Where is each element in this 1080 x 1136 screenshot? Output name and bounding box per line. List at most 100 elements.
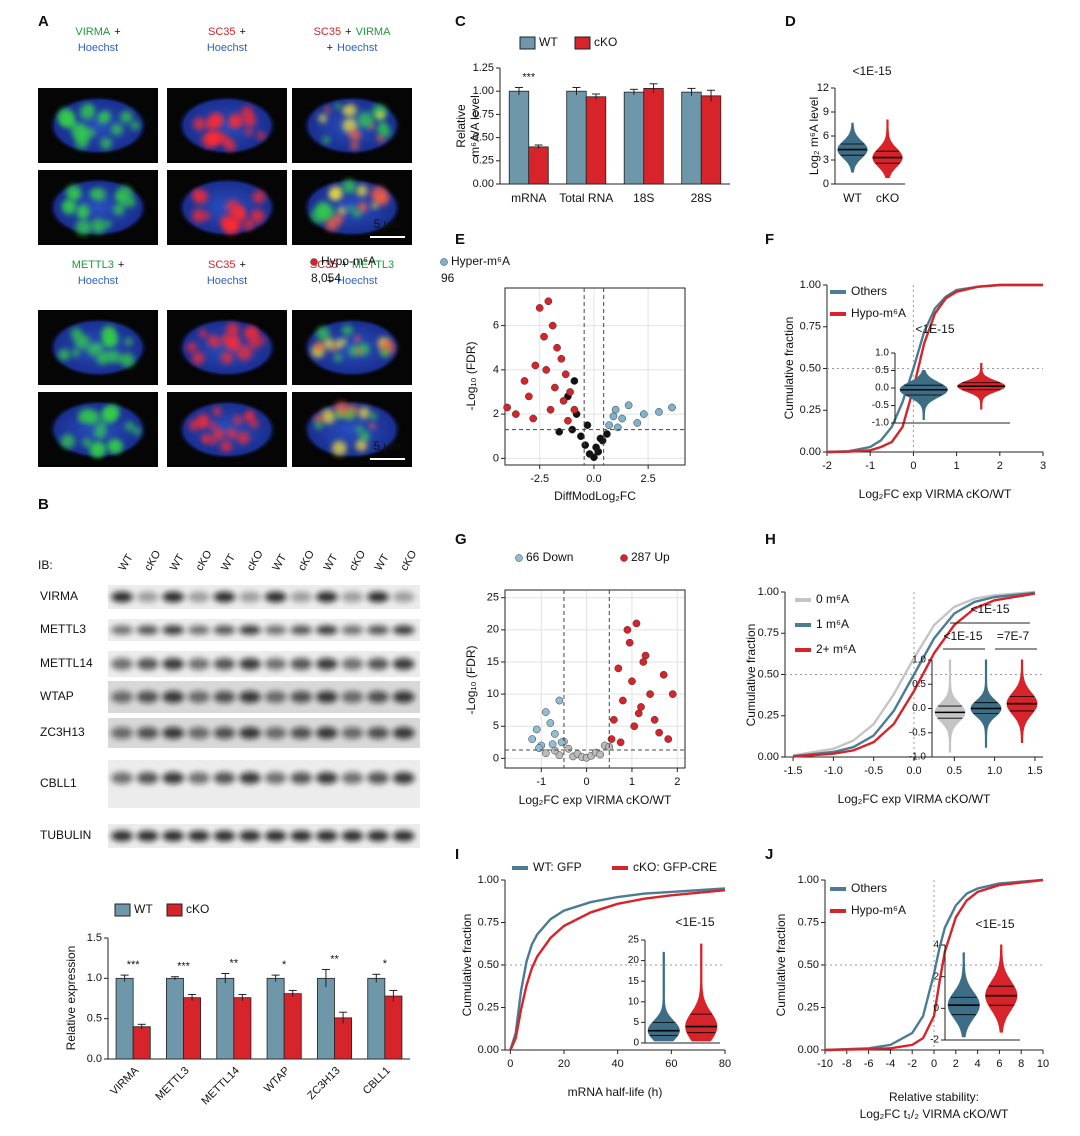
- x-axis-label: Log₂FC exp VIRMA cKO/WT: [838, 792, 991, 806]
- bar: [132, 1026, 151, 1060]
- speckle: [71, 349, 80, 357]
- blot-band: [392, 625, 415, 635]
- bar: [334, 1017, 353, 1060]
- significance: ***: [522, 71, 536, 83]
- cdf-line: [793, 592, 1036, 758]
- speckle: [314, 341, 325, 352]
- protein-label: METTL3: [40, 622, 86, 636]
- point: [641, 651, 650, 660]
- panel-label: G: [455, 531, 467, 548]
- annotation: =7E-7: [997, 629, 1030, 643]
- speckle: [349, 129, 361, 142]
- legend-label: cKO: [594, 35, 617, 49]
- bar: [367, 977, 386, 1060]
- cdf-line: [792, 590, 1035, 757]
- y-axis-label: m⁶A/A level: [468, 95, 482, 157]
- y-axis-label: Cumulative fraction: [744, 624, 758, 727]
- x-tick-label: 4: [975, 1058, 981, 1070]
- image-header: + Hoechst: [327, 42, 378, 54]
- image-header: Hoechst: [78, 275, 118, 287]
- image-tile: [292, 392, 412, 467]
- x-tick-label: 18S: [633, 191, 654, 205]
- point: [611, 405, 620, 414]
- speckle: [334, 103, 342, 110]
- point: [609, 412, 618, 421]
- blot-band: [111, 772, 133, 784]
- speckle: [125, 421, 135, 431]
- speckle: [370, 186, 387, 203]
- x-tick-label: METTL14: [199, 1065, 242, 1108]
- panel-label: B: [38, 496, 49, 513]
- y-axis-label: Relative expression: [64, 946, 78, 1051]
- y-axis-label: Cumulative fraction: [782, 317, 796, 420]
- legend-count: 96: [441, 271, 455, 285]
- header-word: Hoechst: [207, 42, 247, 54]
- speckle: [193, 190, 202, 199]
- y-tick-label: 2: [493, 408, 499, 420]
- image-header: SC35 +: [208, 26, 246, 38]
- violin: [985, 944, 1018, 1033]
- speckle: [102, 325, 117, 339]
- significance: **: [330, 953, 339, 965]
- speckle: [324, 106, 331, 113]
- lane-label: WT: [168, 552, 187, 573]
- y-tick-label: 0.75: [798, 916, 819, 928]
- x-tick-label: -1: [865, 460, 875, 472]
- significance: ***: [177, 961, 191, 973]
- cdf-line: [826, 283, 1043, 454]
- point: [592, 443, 600, 452]
- image-tile: [167, 170, 287, 245]
- point: [637, 703, 645, 711]
- cdf-line: [792, 591, 1036, 758]
- speckle: [192, 208, 206, 223]
- speckle: [58, 348, 70, 361]
- legend-label: cKO: GFP-CRE: [633, 860, 717, 874]
- annotation: <1E-15: [975, 917, 1014, 931]
- blot-band: [341, 772, 364, 784]
- legend-label: cKO: [186, 902, 209, 916]
- speckle: [130, 121, 140, 130]
- header-word: Hoechst: [337, 275, 377, 287]
- blot-band: [239, 772, 261, 784]
- header-word: +: [240, 26, 246, 38]
- point: [564, 416, 572, 425]
- point: [639, 410, 648, 418]
- x-tick-label: Total RNA: [559, 191, 613, 205]
- x-tick-label: 1.5: [1027, 765, 1042, 777]
- point: [532, 725, 541, 734]
- speckle: [225, 322, 240, 337]
- speckle: [380, 348, 390, 358]
- x-tick-label: 1: [629, 776, 635, 788]
- y-tick-label: 0.75: [478, 916, 499, 928]
- speckle: [203, 212, 211, 220]
- lane-label: WT: [322, 552, 341, 573]
- speckle: [318, 114, 328, 123]
- legend-label: Others: [851, 881, 887, 895]
- blot-band: [136, 658, 159, 670]
- x-tick-label: 6: [996, 1058, 1002, 1070]
- point: [541, 749, 550, 758]
- point: [570, 377, 579, 385]
- speckle: [86, 342, 100, 356]
- x-tick-label: 2: [953, 1058, 959, 1070]
- speckle: [63, 199, 75, 211]
- blot-band: [111, 727, 133, 739]
- y-tick-label: 1.00: [798, 874, 819, 886]
- bar: [623, 91, 645, 185]
- y-tick-label: 0.5: [87, 1013, 102, 1025]
- blot-band: [264, 658, 287, 670]
- blot-band: [187, 591, 210, 603]
- speckle: [342, 179, 357, 194]
- blot-band: [111, 591, 133, 603]
- lane-label: WT: [270, 552, 289, 573]
- speckle: [359, 431, 370, 442]
- y-tick-label: 15: [628, 976, 640, 987]
- annotation: <1E-15: [943, 629, 982, 643]
- x-tick-label: mRNA: [511, 191, 546, 205]
- blot-band: [315, 727, 338, 739]
- point: [633, 419, 642, 427]
- bar: [508, 90, 530, 185]
- speckle: [197, 413, 210, 427]
- speckle: [66, 184, 82, 201]
- blot-band: [367, 830, 389, 842]
